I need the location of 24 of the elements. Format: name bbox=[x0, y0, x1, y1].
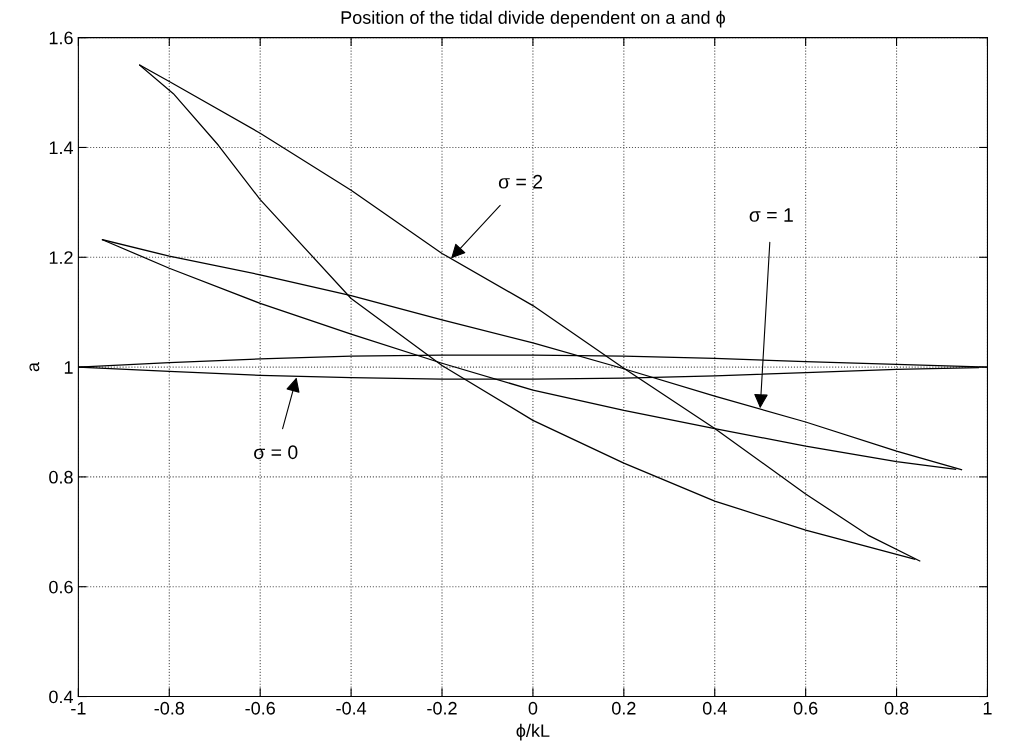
x-tick-label: -0.6 bbox=[245, 701, 275, 715]
x-tick-label: 0.6 bbox=[793, 701, 818, 715]
x-tick-label: -1 bbox=[71, 702, 86, 715]
annotation: σ = 1 bbox=[749, 208, 793, 222]
x-tick-label: 0.4 bbox=[702, 701, 727, 715]
x-tick-label: 0 bbox=[528, 701, 538, 715]
x-axis-title: ϕ/kL bbox=[516, 723, 550, 741]
y-tick-label: 1 bbox=[64, 361, 73, 374]
x-tick-label: -0.8 bbox=[154, 701, 185, 715]
y-tick-label: 0.6 bbox=[49, 580, 73, 594]
y-tick-label: 0.4 bbox=[49, 690, 73, 704]
annotation: σ = 2 bbox=[498, 174, 543, 189]
x-tick-label: 0.8 bbox=[884, 701, 909, 715]
y-tick-label: 1.2 bbox=[49, 251, 73, 264]
x-tick-label: 0.2 bbox=[611, 701, 636, 715]
y-tick-label: 0.8 bbox=[49, 470, 73, 484]
y-tick-label: 1.6 bbox=[49, 31, 73, 45]
x-tick-label: -0.4 bbox=[336, 701, 367, 715]
y-tick-label: 1.4 bbox=[49, 141, 73, 154]
x-tick-label: -0.2 bbox=[427, 701, 457, 715]
annotation: σ = 0 bbox=[254, 445, 298, 460]
chart-title: Position of the tidal divide dependent on a and ϕ bbox=[341, 10, 726, 28]
y-axis-title: a bbox=[29, 362, 40, 372]
x-tick-label: 1 bbox=[983, 702, 992, 715]
